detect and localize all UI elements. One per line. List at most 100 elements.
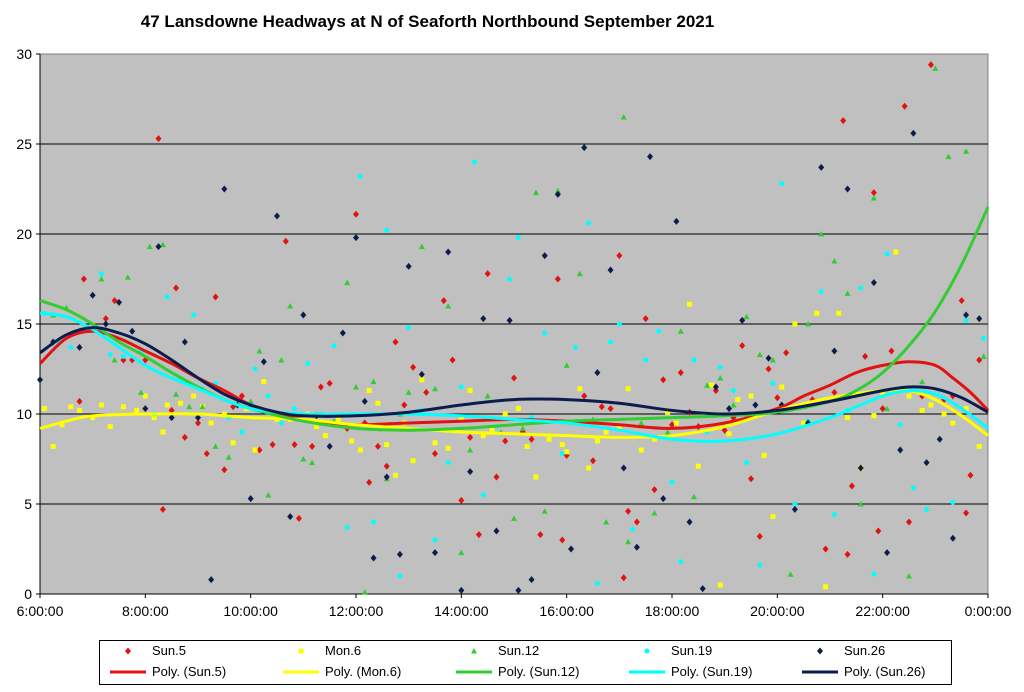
data-point: [164, 294, 170, 300]
data-point: [287, 303, 294, 309]
data-point: [76, 343, 83, 351]
data-point: [102, 315, 109, 323]
legend-item: Sun.5: [108, 643, 186, 658]
data-point: [603, 519, 610, 525]
data-point: [396, 550, 403, 558]
data-point: [748, 475, 754, 483]
data-point: [511, 515, 517, 521]
data-point: [432, 450, 438, 458]
data-point: [765, 365, 772, 373]
data-point: [607, 405, 614, 413]
data-point: [278, 420, 284, 426]
data-point: [445, 460, 451, 466]
data-point: [230, 440, 236, 446]
data-point: [164, 402, 170, 408]
data-point: [392, 338, 399, 346]
data-point: [528, 435, 535, 443]
data-point: [322, 433, 328, 439]
data-point: [458, 496, 465, 504]
data-point: [779, 384, 785, 390]
x-tick-label: 18:00:00: [645, 603, 700, 619]
legend-label: Poly. (Sun.12): [498, 664, 580, 679]
y-tick-label: 15: [16, 316, 32, 332]
data-point: [608, 339, 614, 345]
data-point: [472, 159, 477, 165]
data-point: [295, 514, 302, 522]
data-point: [458, 549, 465, 556]
legend-item: Poly. (Sun.12): [454, 664, 579, 679]
data-point: [458, 415, 464, 421]
data-point: [278, 357, 285, 363]
data-point: [326, 379, 333, 387]
data-point: [980, 353, 987, 359]
data-point: [717, 375, 724, 381]
data-point: [831, 347, 838, 355]
data-point: [875, 527, 882, 535]
data-point: [120, 404, 126, 410]
data-point: [686, 518, 693, 526]
data-point: [568, 545, 575, 553]
data-point: [884, 405, 891, 412]
x-tick-label: 22:00:00: [855, 603, 910, 619]
data-point: [533, 474, 539, 480]
data-point: [726, 431, 732, 437]
data-point: [353, 384, 359, 390]
data-point: [116, 298, 122, 306]
data-point: [432, 385, 438, 392]
series-sun-12: [50, 65, 987, 595]
trendline-poly-sun-19: [39, 311, 989, 443]
data-point: [857, 464, 864, 472]
data-point: [199, 403, 206, 410]
data-point: [370, 378, 377, 385]
data-point: [730, 402, 737, 408]
chart-legend: Sun.5 Mon.6 Sun.12 Sun.19 Sun.26 Poly. (Sun.5…: [99, 640, 952, 685]
data-point: [748, 393, 754, 399]
data-point: [818, 163, 825, 171]
data-point: [563, 362, 570, 368]
data-point: [870, 195, 877, 201]
data-point: [361, 589, 368, 595]
data-point: [432, 440, 438, 446]
data-point: [212, 293, 219, 301]
legend-label: Sun.26: [844, 643, 886, 658]
legend-item: Poly. (Sun.26): [800, 664, 925, 679]
data-point: [480, 433, 486, 439]
data-point: [730, 388, 736, 394]
y-tick-label: 30: [16, 46, 32, 62]
chart-title: 47 Lansdowne Headways at N of Seaforth N…: [140, 12, 715, 31]
data-point: [475, 531, 482, 539]
data-point: [958, 297, 965, 305]
data-point: [137, 389, 144, 395]
data-point: [384, 227, 390, 233]
data-point: [862, 352, 869, 360]
data-point: [335, 416, 341, 422]
data-point: [221, 411, 227, 417]
trendline-poly-sun-5: [38, 329, 990, 430]
legend-line-swatch: [283, 670, 319, 673]
y-tick-label: 20: [16, 226, 32, 242]
data-point: [831, 258, 838, 264]
data-point: [717, 364, 723, 370]
data-point: [89, 291, 96, 299]
data-point: [515, 586, 522, 594]
data-point: [564, 449, 570, 455]
data-point: [98, 276, 105, 282]
data-point: [502, 437, 509, 445]
data-point: [361, 397, 368, 405]
data-point: [366, 478, 373, 486]
y-tick-label: 5: [24, 496, 32, 512]
data-point: [480, 315, 487, 323]
data-point: [976, 443, 982, 449]
data-point: [739, 316, 746, 324]
data-point: [603, 429, 609, 435]
data-point: [669, 421, 675, 429]
data-point: [673, 217, 680, 225]
data-point: [831, 388, 838, 396]
data-point: [950, 499, 956, 505]
data-point: [897, 446, 904, 454]
data-point: [598, 403, 605, 411]
data-point: [212, 443, 219, 449]
data-point: [630, 526, 635, 532]
data-point: [699, 585, 706, 593]
x-tick-label: 0:00:00: [965, 603, 1012, 619]
